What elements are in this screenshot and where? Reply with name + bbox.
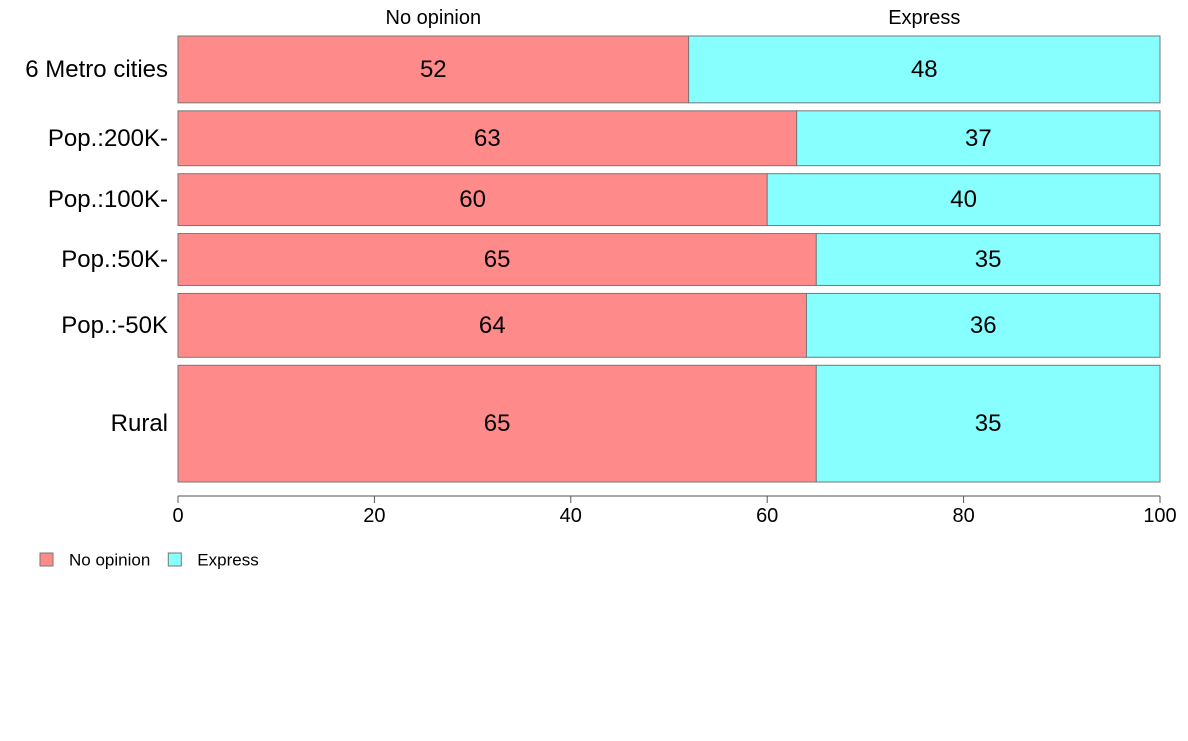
x-tick-label-60: 60 xyxy=(756,505,778,527)
top-label-no-opinion: No opinion xyxy=(386,7,482,29)
category-label-6-metro-cities: 6 Metro cities xyxy=(25,56,168,83)
x-tick-label-40: 40 xyxy=(560,505,582,527)
value-label-express-rural: 35 xyxy=(975,410,1002,437)
value-label-express-pop-50k: 36 xyxy=(970,312,997,339)
bar-express-pop-100k xyxy=(766,173,1161,227)
x-tick-label-100: 100 xyxy=(1143,505,1176,527)
bar-express-pop-50k xyxy=(815,233,1161,286)
top-label-express: Express xyxy=(888,7,960,29)
x-tick-label-0: 0 xyxy=(172,505,183,527)
bars-layer xyxy=(177,35,1161,483)
bar-no-opinion-pop-50k xyxy=(177,292,807,358)
value-label-express-pop-200k: 37 xyxy=(965,125,992,152)
category-label-pop-50k: Pop.:-50K xyxy=(61,312,168,339)
category-label-pop-50k: Pop.:50K- xyxy=(61,246,168,273)
bar-express-pop-200k xyxy=(796,110,1161,167)
value-label-no-opinion-pop-50k: 65 xyxy=(484,246,511,273)
value-label-no-opinion-rural: 65 xyxy=(484,410,511,437)
value-label-no-opinion-pop-200k: 63 xyxy=(474,125,501,152)
legend: No opinion Express xyxy=(39,551,259,570)
bar-no-opinion-6-metro-cities xyxy=(177,35,690,104)
bar-no-opinion-pop-50k xyxy=(177,233,817,286)
value-label-no-opinion-pop-50k: 64 xyxy=(479,312,506,339)
bar-no-opinion-pop-100k xyxy=(177,173,768,227)
category-label-pop-200k: Pop.:200K- xyxy=(48,125,168,152)
x-tick-label-20: 20 xyxy=(363,505,385,527)
legend-swatch-no-opinion xyxy=(39,552,54,567)
x-tick-label-80: 80 xyxy=(952,505,974,527)
value-label-express-pop-50k: 35 xyxy=(975,246,1002,273)
value-label-express-6-metro-cities: 48 xyxy=(911,56,938,83)
bar-express-6-metro-cities xyxy=(688,35,1161,104)
bar-express-rural xyxy=(815,364,1161,483)
legend-label-express: Express xyxy=(197,551,258,570)
labels-layer: 52 48 6 Metro cities 63 37 Pop.:200K- 60 40 Pop.… xyxy=(25,56,1001,437)
category-label-rural: Rural xyxy=(111,410,168,437)
value-label-no-opinion-pop-100k: 60 xyxy=(459,186,486,213)
category-label-pop-100k: Pop.:100K- xyxy=(48,186,168,213)
x-axis: 0 20 40 60 80 100 xyxy=(172,495,1177,527)
bar-express-pop-50k xyxy=(805,292,1161,358)
value-label-no-opinion-6-metro-cities: 52 xyxy=(420,56,447,83)
legend-label-no-opinion: No opinion xyxy=(69,551,150,570)
value-label-express-pop-100k: 40 xyxy=(950,186,977,213)
bar-no-opinion-pop-200k xyxy=(177,110,798,167)
legend-swatch-express xyxy=(167,552,182,567)
top-labels: No opinion Express xyxy=(386,7,961,29)
